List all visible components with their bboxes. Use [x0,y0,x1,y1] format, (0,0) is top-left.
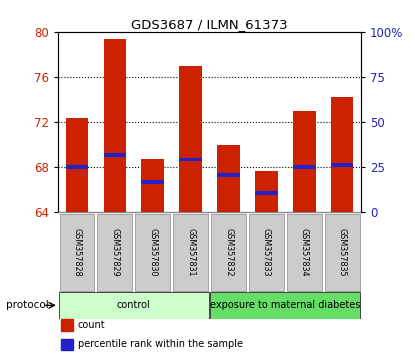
FancyBboxPatch shape [211,214,246,291]
Bar [142,159,164,212]
Text: GSM357830: GSM357830 [148,228,157,276]
Text: GSM357835: GSM357835 [338,228,347,276]
Text: exposure to maternal diabetes: exposure to maternal diabetes [210,300,361,310]
Text: GSM357832: GSM357832 [224,228,233,276]
Bar [66,118,88,212]
Text: protocol: protocol [6,300,49,310]
FancyBboxPatch shape [59,292,209,319]
Bar [179,158,202,161]
Bar [61,338,73,350]
Bar [179,66,202,212]
FancyBboxPatch shape [135,214,170,291]
Bar [331,163,354,167]
FancyBboxPatch shape [325,214,359,291]
Bar [255,192,278,195]
Bar [293,111,315,212]
Bar [66,165,88,169]
FancyBboxPatch shape [60,214,95,291]
Bar [104,39,126,212]
Text: GSM357833: GSM357833 [262,228,271,276]
FancyBboxPatch shape [173,214,208,291]
Bar [104,153,126,157]
FancyBboxPatch shape [98,214,132,291]
FancyBboxPatch shape [249,214,284,291]
FancyBboxPatch shape [287,214,322,291]
Text: GSM357831: GSM357831 [186,228,195,276]
Text: GSM357834: GSM357834 [300,228,309,276]
Bar [61,319,73,331]
Bar [217,173,240,177]
Bar [142,180,164,184]
Text: GSM357828: GSM357828 [73,228,81,276]
Bar [255,171,278,212]
Text: percentile rank within the sample: percentile rank within the sample [78,339,243,349]
Text: control: control [117,300,151,310]
Text: GSM357829: GSM357829 [110,228,120,276]
Bar [217,145,240,212]
Bar [331,97,354,212]
Text: count: count [78,320,105,330]
Title: GDS3687 / ILMN_61373: GDS3687 / ILMN_61373 [131,18,288,31]
Bar [293,165,315,169]
FancyBboxPatch shape [210,292,360,319]
